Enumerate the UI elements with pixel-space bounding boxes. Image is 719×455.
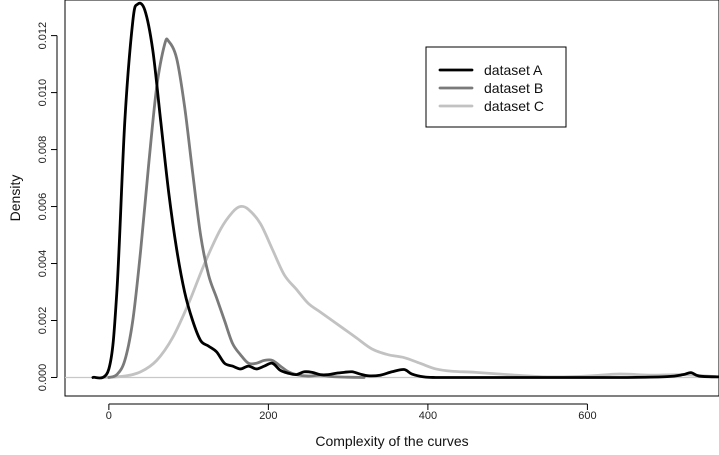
series-layer	[91, 1, 719, 380]
y-tick-label: 0.000	[37, 364, 49, 392]
y-tick-label: 0.002	[37, 307, 49, 335]
legend-label-dataset-c: dataset C	[484, 98, 544, 114]
x-axis-title: Complexity of the curves	[315, 433, 468, 449]
x-tick-label: 200	[259, 410, 277, 422]
legend: dataset A dataset B dataset C	[425, 46, 567, 128]
legend-label-dataset-b: dataset B	[484, 80, 543, 96]
plot-frame	[64, 0, 719, 397]
y-tick-label: 0.006	[37, 193, 49, 221]
legend-label-dataset-a: dataset A	[484, 62, 543, 78]
x-tick-label: 400	[419, 410, 437, 422]
y-axis-title: Density	[7, 175, 23, 222]
x-axis: 0 200 400 600	[106, 403, 597, 422]
y-tick-label: 0.012	[37, 22, 49, 50]
y-tick-label: 0.004	[37, 250, 49, 278]
series-line-dataset-a	[91, 1, 719, 380]
y-tick-label: 0.008	[37, 136, 49, 164]
series-line-dataset-c	[103, 204, 719, 379]
y-axis: 0.000 0.002 0.004 0.006 0.008 0.010 0.012	[37, 22, 58, 392]
x-tick-label: 600	[578, 410, 596, 422]
x-tick-label: 0	[106, 410, 112, 422]
y-tick-label: 0.010	[37, 79, 49, 107]
